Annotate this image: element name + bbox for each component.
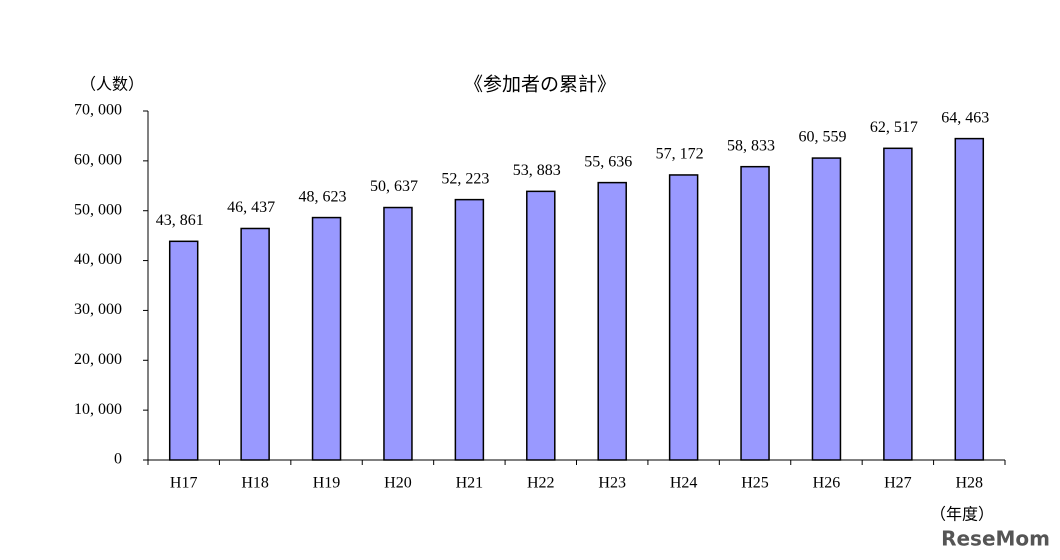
x-tick-label: H27 xyxy=(884,475,912,492)
y-tick-label: 70, 000 xyxy=(74,102,122,119)
bar xyxy=(668,174,699,461)
value-label: 43, 861 xyxy=(156,212,204,229)
x-tick-label: H26 xyxy=(813,475,841,492)
value-label: 58, 833 xyxy=(727,137,775,154)
bar xyxy=(311,216,342,461)
bar xyxy=(740,165,770,461)
value-label: 52, 223 xyxy=(441,170,489,187)
value-label: 55, 636 xyxy=(584,153,632,170)
value-label: 46, 437 xyxy=(227,199,275,216)
value-label: 48, 623 xyxy=(299,188,347,205)
y-tick-label: 30, 000 xyxy=(74,301,122,318)
bar xyxy=(526,190,556,461)
value-label: 50, 637 xyxy=(370,178,418,195)
x-tick-label: H21 xyxy=(456,475,484,492)
bar xyxy=(454,198,485,461)
x-tick-label: H28 xyxy=(956,475,984,492)
x-tick-label: H22 xyxy=(527,475,555,492)
value-label: 64, 463 xyxy=(941,109,989,126)
value-label: 53, 883 xyxy=(513,162,561,179)
x-tick-label: H23 xyxy=(598,475,626,492)
bar xyxy=(383,206,413,461)
x-tick-label: H17 xyxy=(170,475,198,492)
x-tick-label: H18 xyxy=(241,475,269,492)
value-label: 60, 559 xyxy=(798,129,846,146)
bar xyxy=(883,147,913,461)
bar xyxy=(168,240,199,461)
y-tick-label: 50, 000 xyxy=(74,201,122,218)
chart-title: 《参加者の累計》 xyxy=(464,73,616,95)
y-tick-label: 20, 000 xyxy=(74,351,122,368)
bar xyxy=(240,227,270,461)
bar xyxy=(954,137,985,461)
bar xyxy=(597,181,627,461)
x-tick-label: H19 xyxy=(313,475,341,492)
x-tick-label: H24 xyxy=(670,475,698,492)
value-label: 62, 517 xyxy=(870,119,918,136)
value-label: 57, 172 xyxy=(656,146,704,163)
y-tick-label: 10, 000 xyxy=(74,401,122,418)
x-axis-label: （年度） xyxy=(930,506,994,524)
x-tick-label: H25 xyxy=(741,475,769,492)
y-tick-label: 40, 000 xyxy=(74,251,122,268)
watermark: ReseMom xyxy=(941,527,1050,551)
bar xyxy=(811,157,842,461)
y-tick-label: 0 xyxy=(114,451,122,468)
x-tick-label: H20 xyxy=(384,475,412,492)
y-axis-label: （人数） xyxy=(80,76,144,94)
y-tick-label: 60, 000 xyxy=(74,152,122,169)
